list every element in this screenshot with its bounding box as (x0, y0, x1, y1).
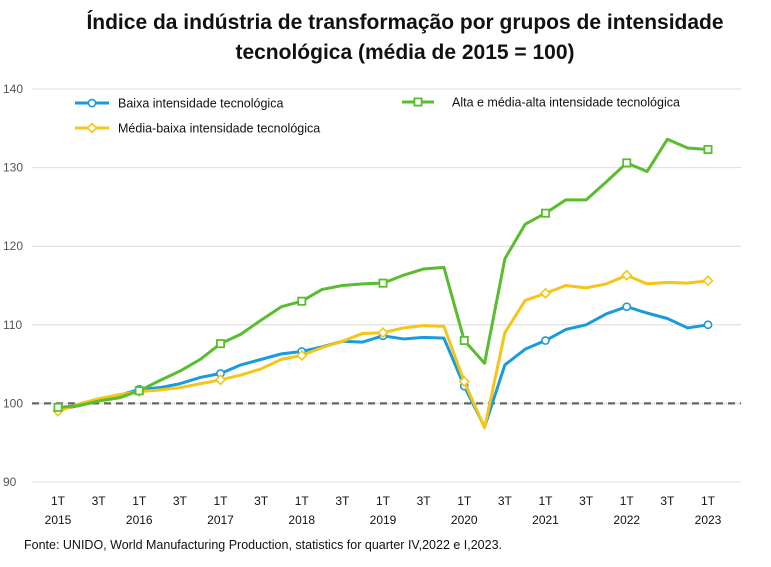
data-point (703, 145, 713, 155)
x-tick-label: 1T (213, 494, 228, 508)
chart-title-line-2: tecnológica (média de 2015 = 100) (235, 41, 575, 64)
data-point (621, 269, 633, 281)
y-tick-label: 90 (3, 475, 17, 489)
legend-label: Baixa intensidade tecnológica (118, 97, 283, 111)
legend-item: Alta e média-alta intensidade tecnológic… (402, 96, 680, 110)
chart-source: Fonte: UNIDO, World Manufacturing Produc… (24, 538, 503, 552)
legend: Baixa intensidade tecnológica Alta e médi… (75, 96, 680, 136)
data-point (296, 349, 308, 362)
data-point (622, 302, 632, 312)
data-point (539, 287, 552, 299)
x-tick-year-label: 2016 (126, 513, 153, 527)
legend-item: Média-baixa intensidade tecnológica (75, 122, 320, 136)
x-tick-label: 1T (376, 494, 391, 508)
data-point (541, 208, 551, 218)
data-point (703, 320, 713, 330)
data-point (378, 278, 388, 288)
x-tick-year-label: 2015 (45, 513, 72, 527)
x-tick-label: 1T (701, 494, 716, 508)
legend-marker (413, 97, 423, 107)
x-tick-label: 3T (579, 494, 594, 508)
data-point (377, 327, 389, 339)
y-tick-label: 130 (3, 161, 23, 175)
data-point (53, 402, 63, 412)
data-point (215, 339, 225, 349)
series-layer (52, 137, 714, 430)
data-point (541, 336, 550, 345)
data-point (458, 375, 470, 388)
chart-title-line-1: Índice da indústria de transformação por… (86, 11, 724, 34)
series-line (56, 137, 710, 409)
legend-marker (86, 122, 98, 134)
x-tick-label: 1T (620, 494, 635, 508)
x-tick-label: 3T (173, 494, 188, 508)
y-tick-label: 100 (3, 396, 23, 410)
x-axis: 1T 2015 3T 1T 2016 3T 1T 2017 3T 1T 2018 3T 1T 2019 3T… (45, 494, 722, 527)
x-tick-year-label: 2019 (370, 513, 397, 527)
series-square (53, 137, 713, 412)
x-tick-label: 1T (457, 494, 472, 508)
x-tick-label: 3T (660, 494, 675, 508)
data-point (214, 374, 227, 386)
y-tick-label: 120 (3, 239, 23, 253)
x-tick-label: 1T (295, 494, 310, 508)
x-tick-year-label: 2022 (613, 513, 640, 527)
x-tick-year-label: 2020 (451, 513, 478, 527)
x-tick-year-label: 2021 (532, 513, 559, 527)
x-tick-label: 1T (132, 494, 147, 508)
legend-label: Alta e média-alta intensidade tecnológic… (452, 96, 680, 110)
x-tick-year-label: 2018 (288, 513, 315, 527)
series-circle (53, 302, 713, 429)
data-point (134, 386, 144, 396)
x-tick-label: 3T (417, 494, 432, 508)
data-point (622, 158, 632, 168)
data-point (297, 296, 307, 306)
y-tick-label: 110 (3, 318, 22, 332)
x-tick-label: 3T (335, 494, 350, 508)
legend-label: Média-baixa intensidade tecnológica (118, 122, 320, 136)
data-point (702, 275, 714, 287)
x-tick-label: 3T (92, 494, 107, 508)
x-tick-label: 1T (51, 494, 66, 508)
x-tick-label: 3T (498, 494, 513, 508)
legend-marker (87, 98, 97, 108)
chart-title: Índice da indústria de transformação por… (20, 8, 771, 68)
legend-item: Baixa intensidade tecnológica (75, 97, 283, 111)
y-axis: 90 100 110 120 130 140 (3, 82, 23, 489)
series-line (56, 273, 710, 430)
x-tick-label: 1T (538, 494, 553, 508)
y-tick-label: 140 (3, 82, 23, 96)
x-tick-year-label: 2023 (695, 513, 722, 527)
x-tick-year-label: 2017 (207, 513, 234, 527)
x-tick-label: 3T (254, 494, 269, 508)
data-point (459, 336, 469, 346)
